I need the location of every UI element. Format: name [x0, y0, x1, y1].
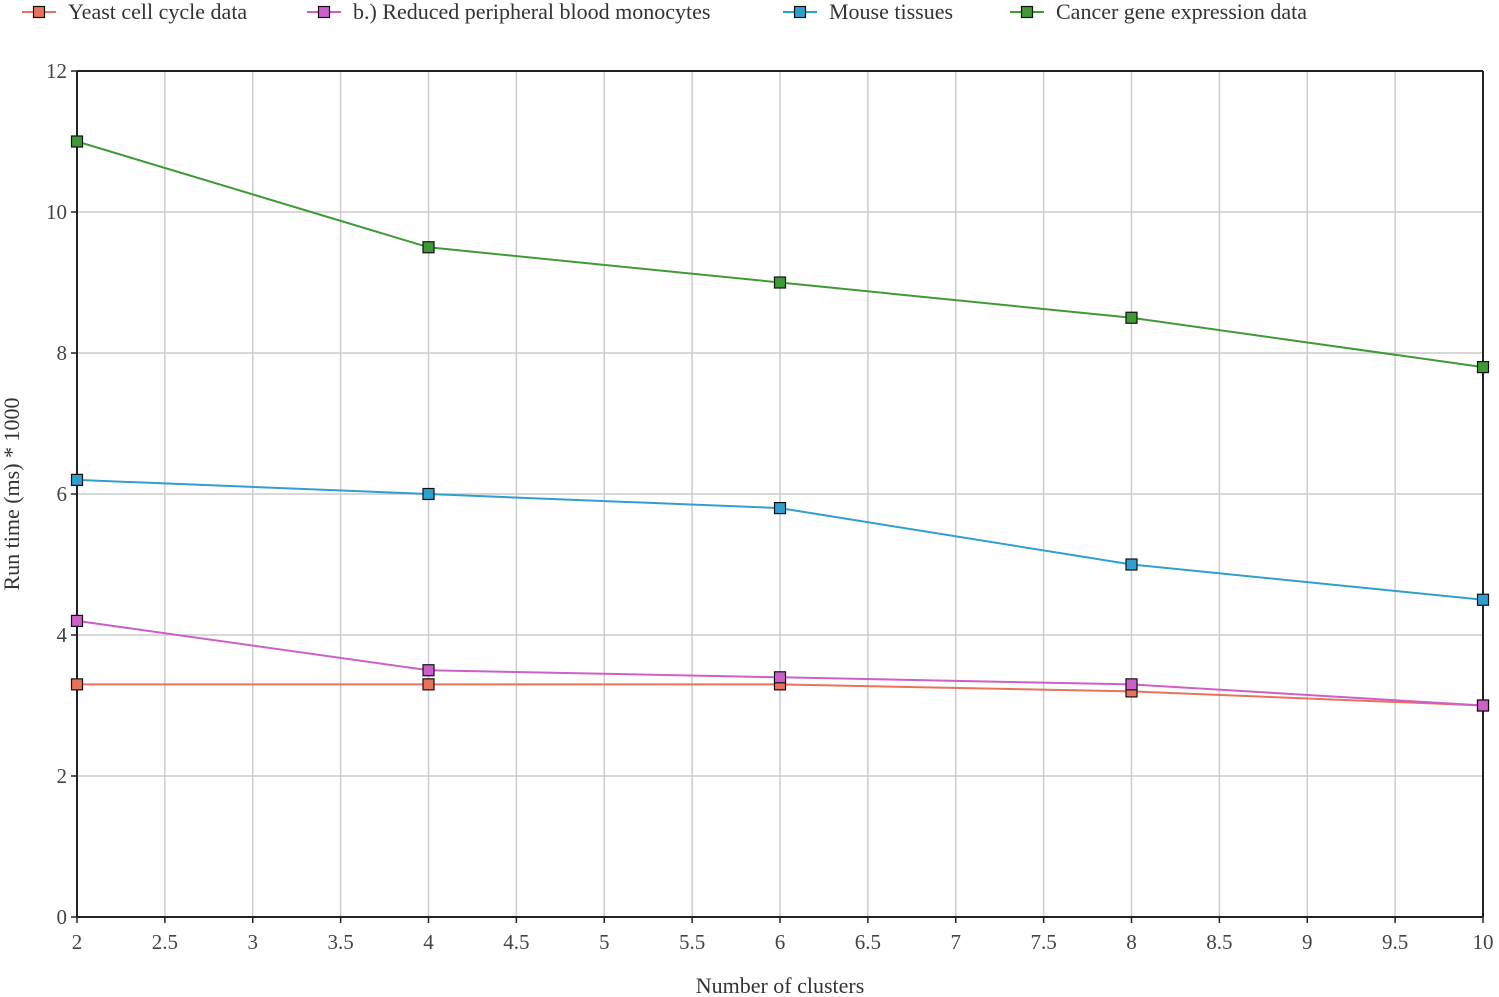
x-axis-title: Number of clusters [696, 973, 865, 997]
x-tick-label: 5.5 [679, 930, 705, 954]
tick-labels: 2 2.5 3 3.5 4 4.5 5 5.5 6 6.5 7 7.5 8 8.5 9 9.5 10024681… [46, 59, 1494, 954]
data-point [422, 678, 435, 691]
data-point [1125, 311, 1138, 324]
x-tick-label: 2.5 [152, 930, 178, 954]
y-tick-label: 12 [46, 59, 67, 83]
legend-label: Cancer gene expression data [1056, 0, 1307, 24]
x-tick-label: 7 [951, 930, 962, 954]
legend-marker [793, 5, 807, 19]
y-tick-label: 6 [57, 482, 68, 506]
data-point [773, 671, 787, 684]
x-tick-label: 2 [72, 930, 83, 954]
x-tick-label: 8.5 [1206, 930, 1232, 954]
x-tick-label: 6.5 [855, 930, 881, 954]
data-point [1125, 558, 1138, 571]
x-tick-label: 10 [1473, 930, 1494, 954]
legend-label: Yeast cell cycle data [68, 0, 247, 24]
data-point [1476, 699, 1490, 712]
series-2 [70, 614, 1490, 712]
y-tick-label: 4 [57, 623, 68, 647]
data-point [773, 502, 787, 515]
x-tick-label: 6 [775, 930, 786, 954]
x-tick-label: 9 [1302, 930, 1313, 954]
legend: Yeast cell cycle data b.) Reduced periphe… [22, 0, 1307, 24]
data-point [422, 664, 435, 677]
series-4 [70, 135, 1490, 374]
data-point [70, 473, 84, 486]
axes [71, 70, 1484, 923]
legend-item-3: Mouse tissues [783, 0, 953, 24]
data-point [422, 487, 435, 501]
series-3 [70, 473, 1490, 606]
legend-item-2: b.) Reduced peripheral blood monocytes [307, 0, 710, 24]
y-tick-label: 8 [57, 341, 68, 365]
x-tick-label: 9.5 [1382, 930, 1408, 954]
y-tick-label: 2 [57, 764, 68, 788]
data-point [1476, 361, 1490, 374]
legend-item-1: Yeast cell cycle data [22, 0, 247, 24]
grid-lines [77, 70, 1483, 917]
x-tick-label: 3 [248, 930, 259, 954]
series-lines [70, 135, 1490, 712]
data-point [70, 678, 84, 691]
x-tick-label: 7.5 [1031, 930, 1057, 954]
legend-marker [32, 5, 46, 19]
x-tick-label: 3.5 [328, 930, 354, 954]
y-tick-label: 0 [57, 905, 68, 929]
legend-label: Mouse tissues [829, 0, 953, 24]
legend-marker [1020, 5, 1034, 19]
y-axis-title: Run time (ms) * 1000 [0, 397, 24, 590]
data-point [70, 614, 84, 628]
x-tick-label: 5 [599, 930, 610, 954]
x-tick-label: 4 [423, 930, 434, 954]
legend-marker [317, 5, 331, 19]
data-point [70, 135, 84, 148]
legend-item-4: Cancer gene expression data [1010, 0, 1307, 24]
data-point [422, 241, 435, 254]
x-tick-label: 8 [1126, 930, 1137, 954]
y-tick-label: 10 [46, 200, 67, 224]
legend-label: b.) Reduced peripheral blood monocytes [353, 0, 710, 24]
data-point [1476, 593, 1490, 606]
data-point [773, 276, 787, 289]
data-point [1125, 678, 1138, 691]
x-tick-label: 4.5 [503, 930, 529, 954]
